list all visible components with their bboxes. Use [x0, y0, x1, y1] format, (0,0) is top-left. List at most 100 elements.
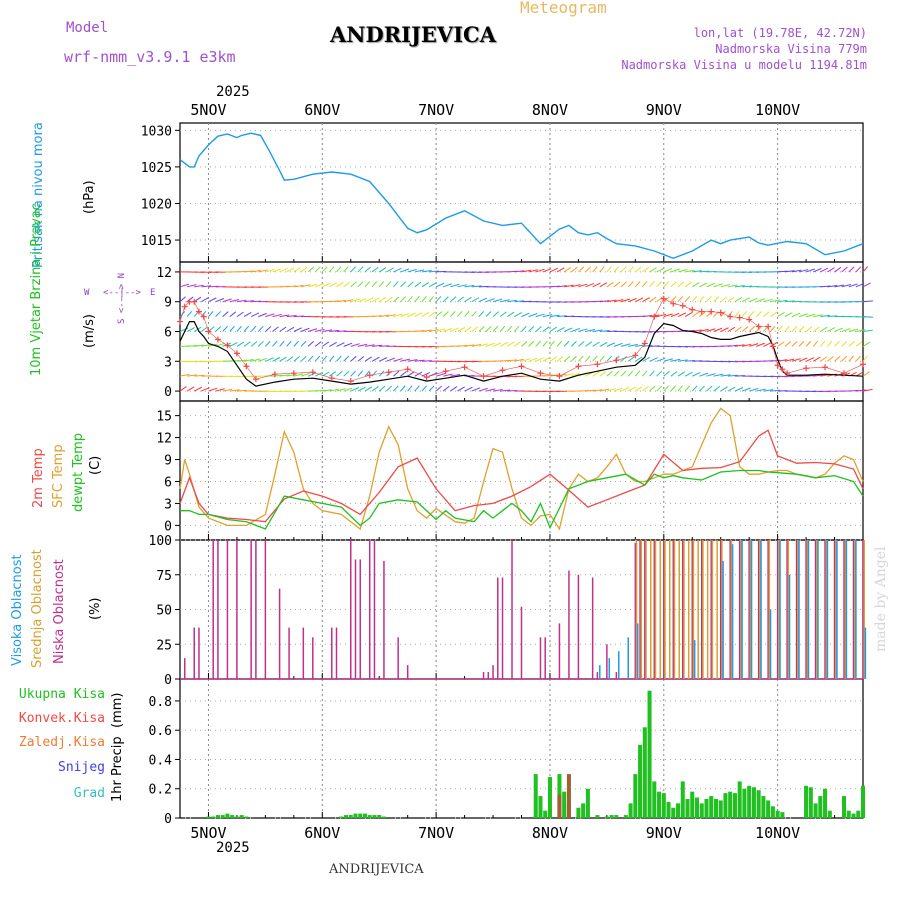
wind-arrow: [201, 326, 208, 332]
y-tick-label: 15: [156, 410, 172, 425]
wind-arrow: [571, 327, 581, 332]
wind-arrow: [642, 297, 650, 303]
wind-arrow: [265, 268, 275, 273]
precip-bar: [842, 796, 847, 818]
precip-bar: [614, 815, 619, 818]
wind-arrow: [428, 385, 435, 392]
wind-arrow: [862, 282, 871, 288]
precip-bar: [230, 815, 235, 818]
wind-arrow: [386, 357, 395, 362]
y-tick-label: 0.2: [149, 783, 172, 798]
wind-arrow: [400, 281, 407, 288]
wind-arrow: [236, 325, 242, 332]
wind-arrow: [563, 340, 570, 347]
wind-arrow: [506, 325, 513, 332]
wind-arrow: [236, 389, 247, 392]
precip-bar: [661, 793, 666, 818]
wind-arrow: [812, 356, 821, 362]
wind-arrow: [699, 282, 708, 288]
wind-arrow: [265, 326, 272, 332]
wind-arrow: [649, 370, 655, 377]
wind-arrow: [201, 285, 212, 288]
precip-bar: [657, 791, 662, 818]
wind-arrow: [329, 300, 340, 303]
wind-arrow: [329, 388, 340, 392]
precip-bar: [823, 788, 828, 818]
wind-arrow: [386, 296, 393, 303]
wind-arrow: [194, 374, 205, 377]
wind-arrow: [371, 297, 380, 303]
wind-arrow: [585, 266, 591, 273]
wind-arrow: [457, 327, 466, 332]
wind-arrow: [378, 385, 386, 392]
wind-arrow: [656, 296, 663, 303]
wind-arrow: [627, 356, 635, 362]
wind-arrow: [841, 283, 851, 288]
wind-arrow: [820, 267, 829, 273]
wind-arrow: [656, 313, 667, 318]
wind-arrow: [663, 370, 670, 377]
wind-arrow: [378, 267, 387, 273]
precip-bar: [367, 815, 372, 818]
precip-bar: [595, 815, 600, 818]
wind-arrow: [599, 300, 610, 303]
wind-arrow: [613, 370, 620, 377]
wind-arrow: [528, 326, 535, 332]
wind-arrow: [628, 297, 637, 303]
wind-arrow: [222, 388, 233, 392]
wind-arrow: [756, 388, 766, 392]
wind-arrow: [357, 266, 364, 273]
wind-arrow: [734, 326, 742, 332]
wind-arrow: [329, 341, 337, 347]
subtitle: Meteogram: [520, 0, 607, 17]
wind-arrow: [855, 282, 865, 288]
wind-arrow: [485, 311, 492, 317]
wind-arrow: [734, 344, 745, 347]
wind-arrow: [464, 284, 475, 288]
wind-arrow: [670, 371, 678, 377]
wind-arrow: [578, 341, 585, 347]
wind-arrow: [663, 385, 669, 392]
y-tick-label: 0.8: [149, 695, 172, 710]
date-label-bottom: 7NOV: [418, 824, 454, 842]
wind-arrow: [542, 268, 552, 273]
wind-arrow: [364, 386, 373, 392]
wind-arrow: [820, 356, 828, 362]
wind-arrow: [805, 268, 815, 273]
wind-arrow: [635, 356, 643, 362]
date-label-top: 10NOV: [755, 101, 800, 119]
wind-arrow: [656, 281, 662, 288]
wind-arrow: [578, 283, 588, 288]
wind-arrow: [393, 385, 399, 392]
wind-arrow: [620, 343, 631, 347]
wind-arrow: [720, 283, 731, 288]
model-label: Model: [66, 20, 109, 36]
wind-arrow: [428, 270, 439, 273]
wind-arrow: [435, 282, 445, 288]
wind-arrow: [293, 356, 300, 362]
wind-arrow: [606, 342, 616, 347]
wind-arrow: [385, 385, 392, 392]
wind-arrow: [428, 328, 439, 332]
wind-arrow: [407, 281, 414, 288]
wind-arrow: [336, 370, 343, 377]
wind-arrow: [656, 370, 663, 377]
precip-bar: [377, 815, 382, 818]
wind-arrow: [407, 268, 417, 273]
precip-bar: [694, 797, 700, 818]
y-tick-label: 9: [164, 454, 172, 469]
precip-bar: [846, 810, 851, 818]
wind-arrow: [599, 371, 607, 377]
wind-arrow: [329, 282, 338, 288]
y-tick-label: 0.4: [149, 753, 173, 768]
wind-arrow: [186, 296, 194, 303]
wind-arrow: [692, 270, 703, 273]
wind-arrow: [741, 310, 748, 317]
wind-arrow: [350, 281, 357, 288]
wind-arrow: [628, 343, 638, 347]
wind-arrow: [763, 342, 772, 347]
wind-arrow: [841, 355, 848, 362]
wind-arrow: [848, 341, 855, 347]
wind-arrow: [336, 299, 347, 303]
wind-arrow: [265, 313, 275, 318]
